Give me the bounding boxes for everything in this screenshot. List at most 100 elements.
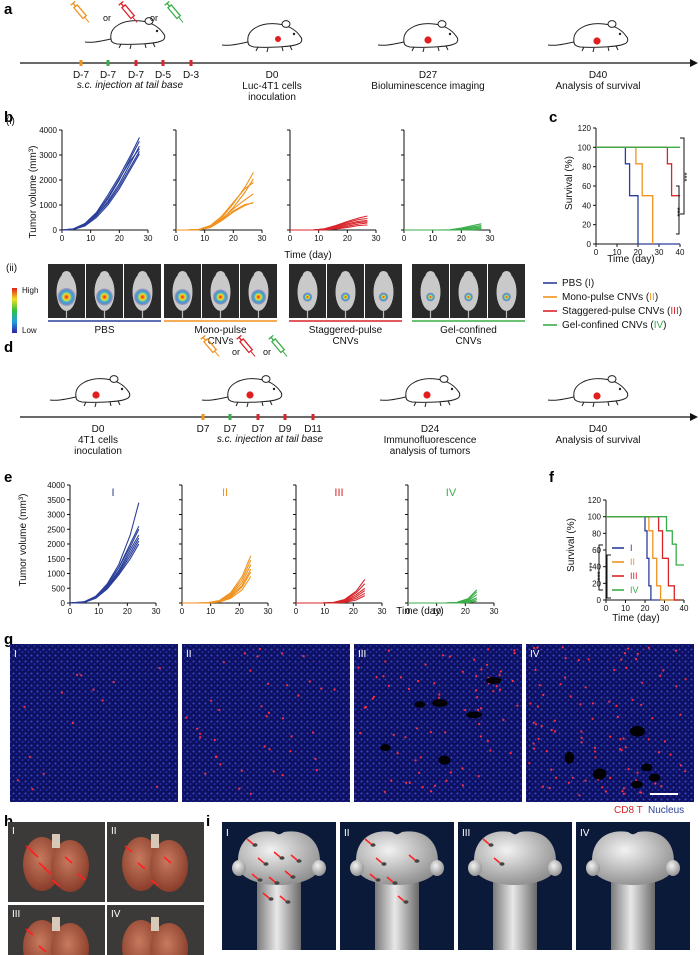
- series-line: [182, 564, 252, 604]
- arrow-icon: [493, 857, 501, 864]
- arrow-icon: [290, 854, 298, 861]
- lung-photo: I: [8, 822, 105, 902]
- bioluminescence-image: [327, 264, 364, 318]
- c-ylabel: Survival (%): [564, 156, 575, 210]
- survival-curve: [606, 516, 684, 566]
- if-tile: II: [182, 644, 350, 802]
- x-tick-label: 30: [258, 234, 267, 243]
- sub-label-i: (i): [6, 116, 15, 127]
- bioluminescence-image: [240, 264, 277, 318]
- y-tick-label: 80: [592, 529, 601, 538]
- survival-chart: 0 10 20 30 40 0 20 40 60 80 100 120: [588, 496, 689, 613]
- arrow-icon: [262, 892, 270, 899]
- if-tile: I: [10, 644, 178, 802]
- e-ylabel: Tumor volume (mm³): [18, 494, 29, 587]
- b-xlabel: Time (day): [284, 250, 331, 261]
- panel-label-h: h: [4, 813, 13, 830]
- panel-i-bone-ct: I II III IV: [222, 822, 690, 950]
- x-tick-label: 0: [604, 604, 609, 613]
- syringe-icon-orange: [70, 0, 93, 26]
- x-tick-label: 10: [206, 607, 215, 616]
- series-line: [408, 600, 477, 604]
- if-tile: III: [354, 644, 522, 802]
- panel-f-survival-chart: Survival (%) Time (day) 0 10 20 30 40 0 20 40 60…: [566, 496, 689, 624]
- series-line: [61, 141, 140, 231]
- x-tick-label: 30: [490, 607, 499, 616]
- arrow-icon: [163, 856, 172, 864]
- survival-curve: [596, 146, 680, 245]
- mouse-icon: [379, 375, 461, 408]
- series-line: [61, 148, 140, 231]
- group-title: II: [222, 487, 228, 499]
- x-tick-label: 30: [660, 604, 669, 613]
- x-tick-label: 40: [680, 604, 689, 613]
- series-line: [182, 568, 252, 604]
- y-tick-label: 120: [588, 496, 602, 505]
- tile-label: III: [462, 828, 470, 839]
- arrow-icon: [51, 879, 60, 887]
- event-label: Analysis of survival: [555, 435, 640, 446]
- event-day-label: D0: [92, 424, 105, 435]
- scale-low: Low: [22, 326, 37, 335]
- event-label: Luc-4T1 cells: [242, 81, 301, 92]
- arrow-icon: [284, 870, 292, 877]
- f-xlabel: Time (day): [612, 613, 659, 624]
- mouse-icon: [221, 20, 303, 53]
- y-tick-label: 20: [582, 221, 591, 230]
- x-tick-label: 30: [378, 607, 387, 616]
- arrow-icon: [77, 873, 86, 881]
- arrow-icon: [375, 857, 383, 864]
- group-label: PBS: [94, 325, 114, 336]
- mouse-icon: [547, 375, 629, 408]
- event-day-label: D0: [266, 70, 279, 81]
- lung-photo: II: [107, 822, 204, 902]
- tile-label: IV: [111, 909, 121, 920]
- arrow-icon: [273, 851, 281, 858]
- x-tick-label: 0: [294, 607, 299, 616]
- y-tick-label: 0: [597, 596, 602, 605]
- y-tick-label: 3000: [47, 511, 65, 520]
- significance-marker: ***: [596, 571, 605, 580]
- y-tick-label: 2000: [47, 540, 65, 549]
- x-tick-label: 0: [180, 607, 185, 616]
- arrow-icon: [30, 850, 39, 858]
- y-tick-label: 1000: [39, 201, 57, 210]
- group-title: III: [334, 487, 343, 499]
- syringe-icon-green: [164, 0, 187, 26]
- group-label: CNVs: [207, 336, 233, 347]
- x-tick-label: 20: [235, 607, 244, 616]
- arrow-icon: [150, 879, 159, 887]
- b-ylabel: Tumor volume (mm³): [28, 146, 39, 239]
- if-tile: IV: [526, 644, 694, 802]
- panel-e-growth-charts: Tumor volume (mm³) Time (day) 0 10 20 30 0 50…: [18, 481, 499, 617]
- timeline-tick: [106, 60, 110, 66]
- x-tick-label: 20: [123, 607, 132, 616]
- tile-label: II: [186, 649, 192, 660]
- x-tick-label: 30: [486, 234, 495, 243]
- group-title: IV: [446, 487, 457, 499]
- y-tick-label: 2500: [47, 525, 65, 534]
- arrow-icon: [43, 867, 52, 875]
- x-tick-label: 20: [457, 234, 466, 243]
- y-tick-label: 1500: [47, 555, 65, 564]
- timeline-tick: [228, 414, 232, 420]
- growth-chart: 0 10 20 30: [401, 129, 495, 243]
- x-tick-label: 30: [152, 607, 161, 616]
- arrow-icon: [124, 845, 133, 853]
- group-label: CNVs: [332, 336, 358, 347]
- group-label: Gel-confined: [440, 325, 497, 336]
- x-tick-label: 20: [229, 234, 238, 243]
- panel-label-i: i: [206, 813, 210, 830]
- arrow-icon: [137, 862, 146, 870]
- arrow-icon: [64, 856, 73, 864]
- bioluminescence-image: [450, 264, 487, 318]
- tile-label: III: [358, 649, 366, 660]
- tile-label: II: [111, 826, 117, 837]
- significance-marker: ***: [676, 207, 685, 216]
- arrow-icon: [246, 838, 254, 845]
- y-tick-label: 60: [592, 546, 601, 555]
- tile-label: IV: [530, 649, 540, 660]
- panel-label-b: b: [4, 109, 13, 126]
- growth-chart: 0 10 20 30 0 1000 2000 3000 4000: [39, 126, 153, 243]
